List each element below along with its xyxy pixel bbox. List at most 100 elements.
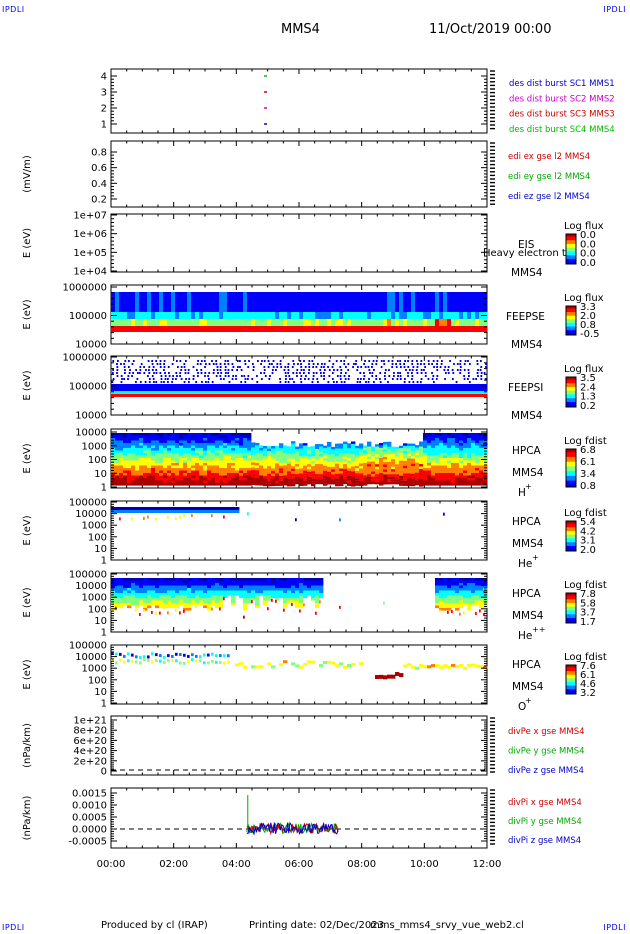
hpca-h-cbar-cell: [566, 455, 576, 458]
spectro-cell: [208, 363, 211, 365]
spectro-cell: [211, 600, 216, 604]
spectro-cell: [455, 391, 460, 394]
spectro-cell: [475, 438, 480, 441]
spectro-cell: [119, 463, 124, 466]
spectro-cell: [419, 443, 424, 447]
spectro-cell: [271, 473, 276, 477]
spectro-cell: [215, 605, 220, 609]
spectro-cell: [167, 600, 172, 604]
spectro-cell: [260, 372, 262, 374]
spectro-cell: [183, 514, 185, 518]
spectro-cell: [435, 326, 440, 332]
eis-cbar-cell: [566, 235, 576, 237]
spectro-cell: [263, 603, 268, 606]
spectro-cell: [175, 507, 180, 510]
spectro-cell: [275, 578, 280, 581]
spectro-cell: [283, 605, 288, 609]
spectro-cell: [167, 463, 172, 466]
spectro-cell: [195, 473, 200, 476]
hpca-he2-ytick: 1: [101, 628, 107, 639]
spectro-cell: [159, 445, 164, 449]
spectro-cell: [283, 590, 288, 594]
spectro-cell: [131, 595, 136, 599]
spectro-cell: [307, 461, 312, 465]
spectro-cell: [255, 457, 260, 461]
spectro-cell: [123, 578, 128, 581]
spectro-cell: [139, 507, 144, 510]
hpca-he-cbar-cell: [566, 529, 576, 532]
spectro-cell: [284, 378, 287, 380]
spectro-cell: [235, 433, 240, 436]
spectro-cell: [255, 583, 260, 586]
spectro-cell: [211, 478, 216, 481]
spectro-cell: [147, 384, 152, 391]
spectro-cell: [231, 384, 236, 391]
spectro-cell: [419, 463, 424, 467]
spectro-cell: [127, 510, 132, 513]
spectro-cell: [315, 292, 320, 312]
spectro-cell: [235, 460, 240, 464]
spectro-cell: [443, 438, 448, 441]
spectro-cell: [451, 460, 456, 464]
spectro-cell: [299, 605, 304, 609]
spectro-cell: [307, 585, 312, 589]
spectro-cell: [363, 384, 368, 391]
spectro-cell: [295, 449, 300, 452]
spectro-cell: [447, 480, 452, 484]
spectro-cell: [459, 578, 464, 581]
spectro-cell: [447, 588, 452, 591]
spectro-cell: [415, 477, 420, 481]
spectro-cell: [175, 478, 180, 481]
spectro-cell: [411, 461, 416, 464]
spectro-cell: [371, 394, 376, 397]
hpca-h-cbar-cell: [566, 472, 576, 475]
spectro-cell: [451, 458, 456, 461]
spectro-cell: [335, 458, 340, 462]
spectro-cell: [251, 474, 256, 478]
spectro-cell: [287, 394, 292, 397]
spectro-cell: [451, 468, 456, 471]
spectro-cell: [427, 448, 432, 451]
spectro-cell: [483, 578, 488, 581]
feepse-cbar-cell: [566, 306, 576, 308]
spectro-cell: [293, 381, 295, 383]
spectro-cell: [359, 443, 364, 447]
spectro-cell: [167, 593, 172, 596]
spectro-cell: [271, 466, 276, 469]
spectro-cell: [227, 453, 232, 456]
spectro-cell: [119, 468, 124, 471]
spectro-cell: [355, 312, 360, 319]
hpca-h-sc: MMS4: [512, 467, 544, 479]
spectro-cell: [231, 590, 236, 594]
spectro-cell: [323, 468, 328, 471]
spectro-cell: [339, 445, 344, 449]
spectro-cell: [287, 461, 292, 464]
spectro-cell: [463, 580, 468, 584]
spectro-cell: [207, 510, 212, 513]
spectro-cell: [183, 598, 188, 601]
spectro-cell: [451, 378, 454, 380]
spectro-cell: [179, 319, 184, 326]
spectro-cell: [407, 384, 412, 391]
spectro-cell: [219, 475, 224, 479]
spectro-cell: [115, 450, 120, 454]
spectro-cell: [171, 475, 176, 479]
spectro-cell: [195, 384, 200, 391]
spectro-cell: [419, 319, 424, 326]
spectro-cell: [163, 463, 168, 466]
spectro-cell: [147, 600, 152, 604]
hpca-he2-sc: MMS4: [512, 610, 544, 622]
spectro-cell: [407, 312, 412, 319]
spectro-cell: [283, 462, 288, 466]
spectro-cell: [115, 326, 120, 332]
spectro-cell: [123, 394, 128, 397]
spectro-cell: [163, 588, 168, 591]
spectro-cell: [255, 588, 260, 591]
spectro-cell: [347, 319, 352, 326]
spectro-cell: [279, 378, 281, 380]
spectro-cell: [151, 463, 156, 466]
spectro-cell: [171, 445, 176, 449]
spectro-cell: [395, 469, 400, 472]
spectro-cell: [171, 391, 176, 394]
spectro-cell: [195, 470, 200, 474]
